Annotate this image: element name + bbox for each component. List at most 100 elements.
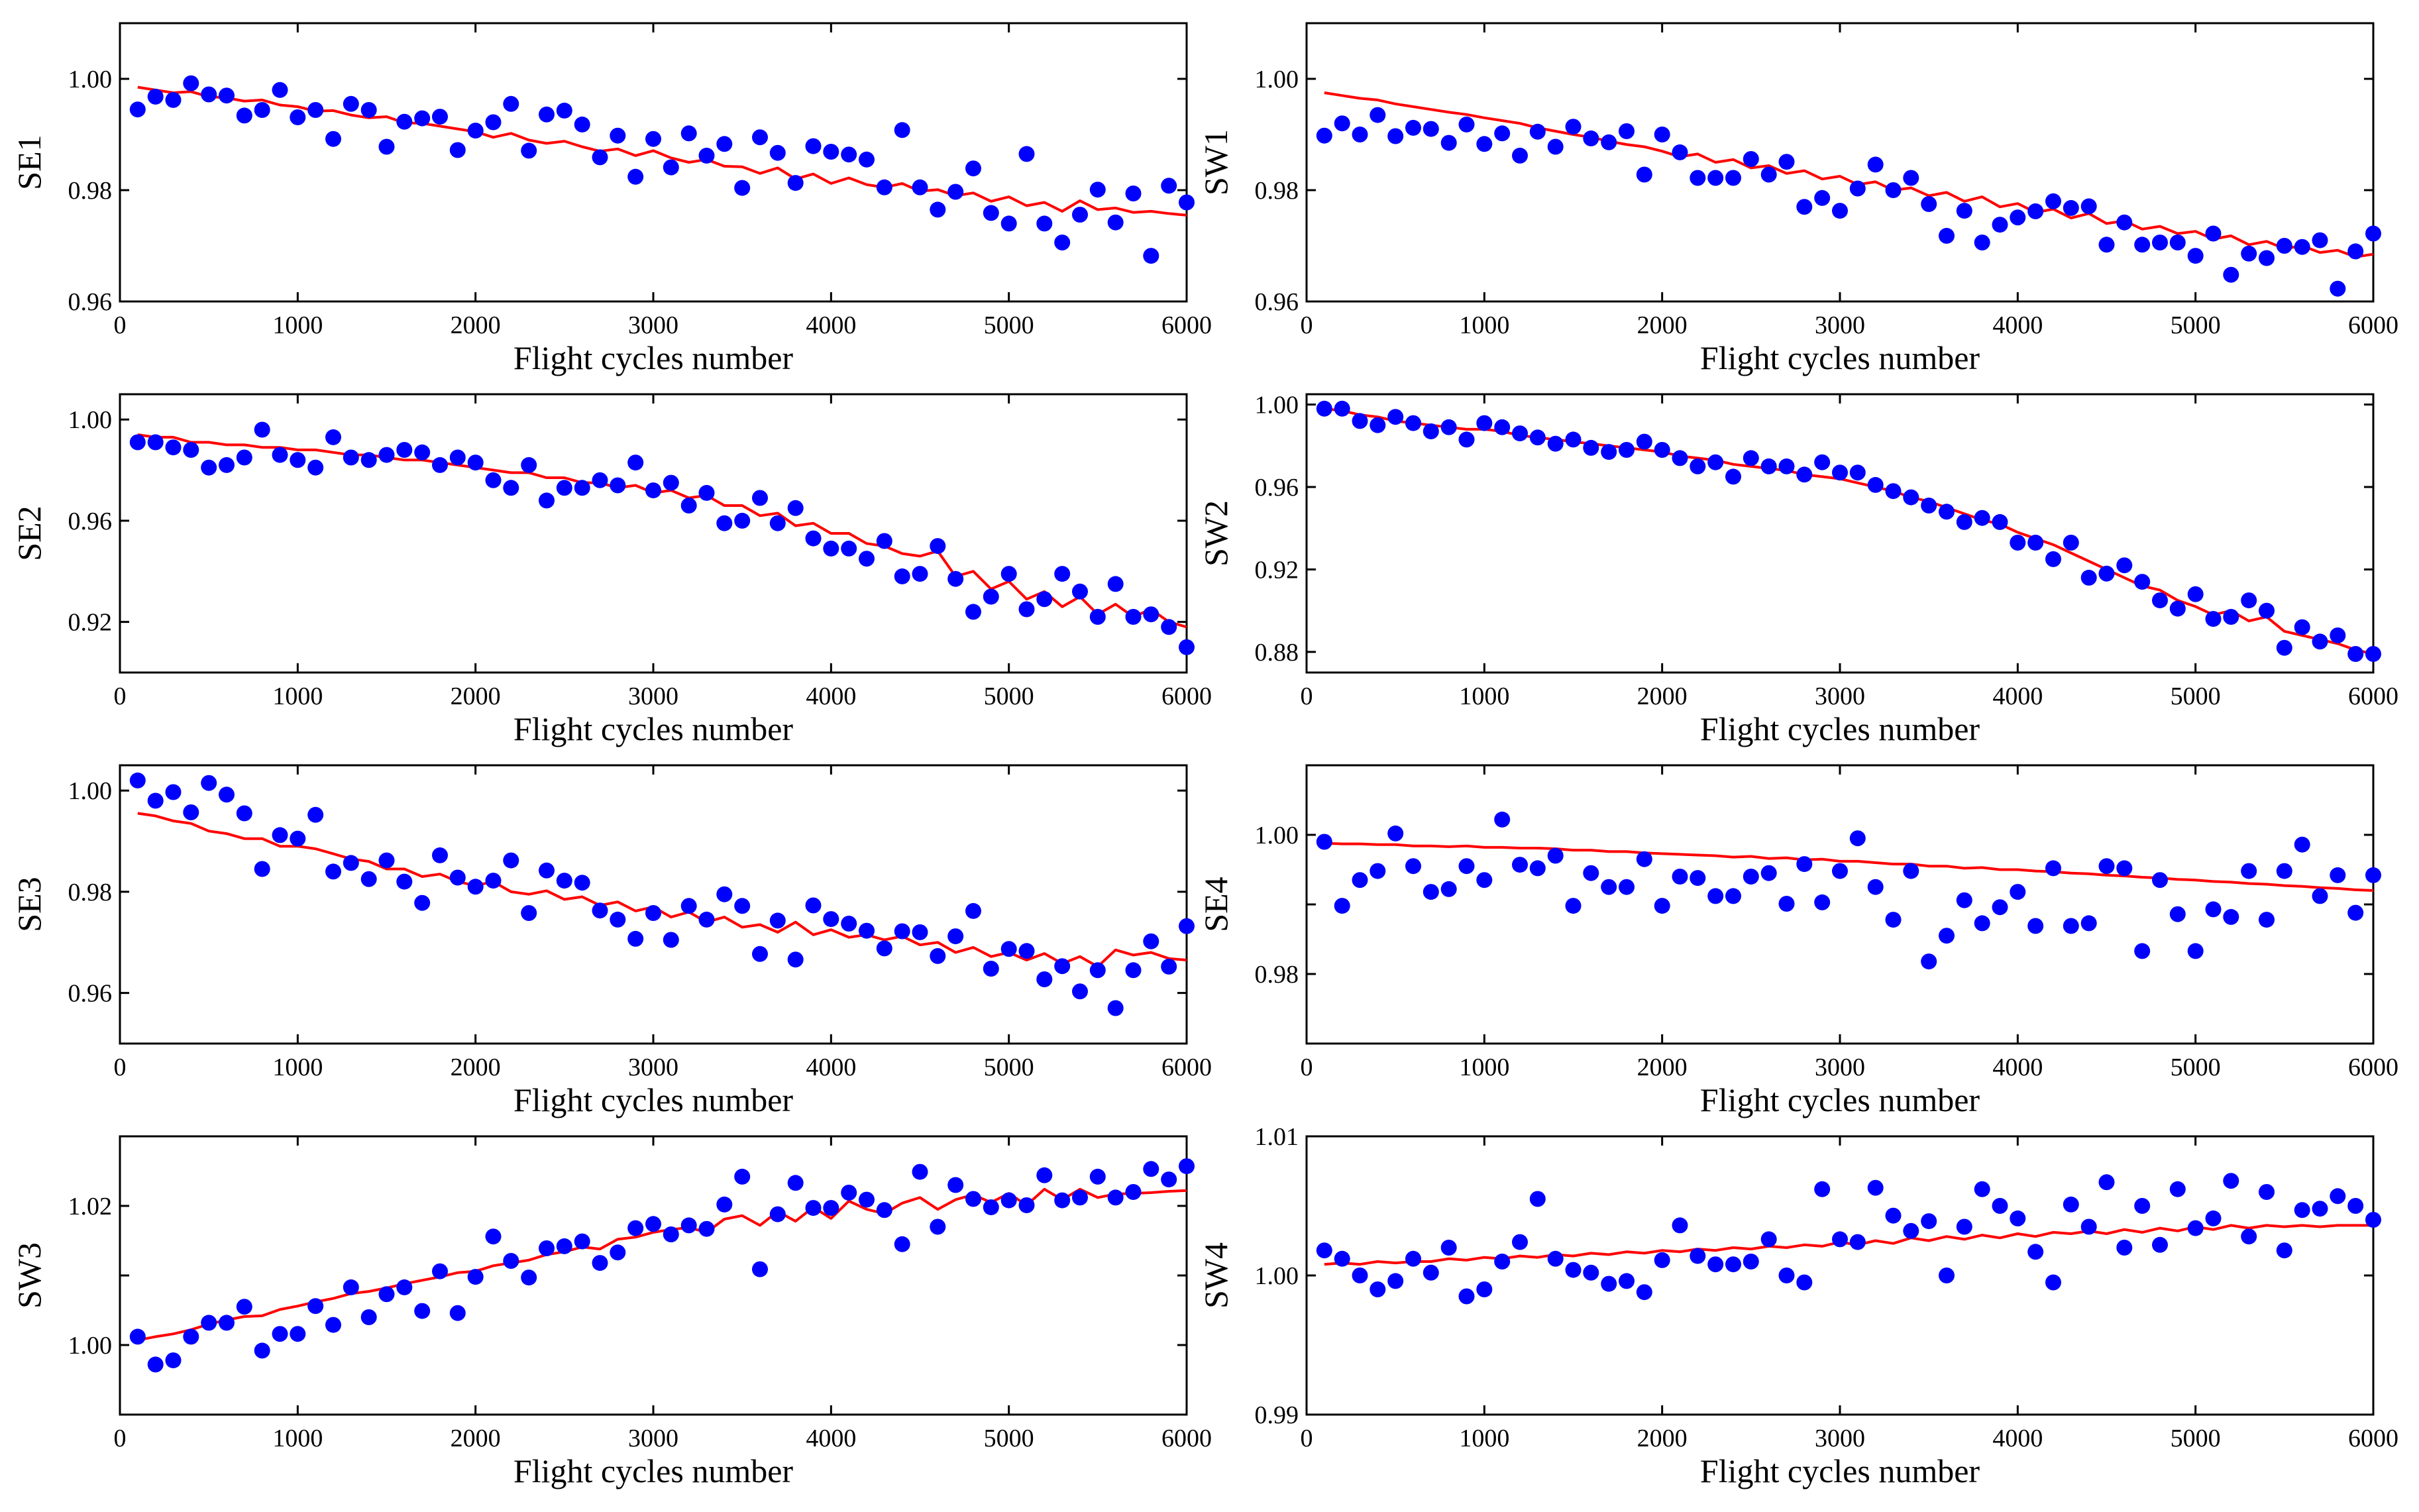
data-point (147, 1356, 164, 1373)
data-point (2134, 1198, 2151, 1214)
data-point (947, 570, 964, 587)
data-point (1547, 435, 1564, 452)
data-point (1494, 125, 1511, 142)
data-point (2169, 600, 2186, 617)
y-tick-label: 0.99 (1255, 1401, 1299, 1429)
data-point (663, 932, 679, 948)
data-point (752, 129, 768, 146)
data-point (254, 1342, 270, 1359)
data-point (1992, 217, 2008, 233)
y-tick-label: 0.96 (1255, 474, 1299, 502)
x-tick-label: 6000 (2348, 311, 2398, 339)
data-point (1849, 180, 1866, 197)
data-point (254, 102, 270, 118)
data-point (983, 961, 999, 977)
data-point (2347, 904, 2364, 921)
data-point (787, 1175, 804, 1191)
data-point (1743, 869, 1759, 885)
x-tick-label: 4000 (1992, 311, 2043, 339)
data-point (1316, 400, 1332, 417)
data-point (1423, 884, 1439, 900)
data-point (716, 1196, 733, 1213)
data-point (1672, 1217, 1688, 1234)
x-tick-label: 2000 (451, 311, 501, 339)
x-tick-label: 3000 (628, 311, 678, 339)
data-point (1125, 186, 1142, 201)
data-point (1636, 1284, 1652, 1301)
data-point (1672, 144, 1688, 160)
data-point (698, 1220, 715, 1237)
data-point (610, 127, 626, 144)
data-point (1619, 879, 1635, 895)
data-point (2312, 232, 2328, 248)
data-point (1000, 1192, 1017, 1209)
data-point (1636, 166, 1652, 183)
data-point (1387, 1273, 1404, 1289)
x-tick-label: 6000 (2348, 1053, 2398, 1081)
data-point (165, 784, 182, 800)
x-tick-label: 4000 (806, 1425, 856, 1452)
data-point (2152, 592, 2168, 609)
data-point (1476, 1281, 1493, 1297)
data-point (1956, 513, 1972, 530)
data-point (1814, 1181, 1831, 1197)
data-point (360, 452, 377, 468)
data-point (1796, 856, 1813, 873)
data-point (2276, 238, 2292, 254)
data-point (965, 902, 981, 919)
data-point (1125, 609, 1142, 625)
data-point (1814, 454, 1831, 470)
data-point (129, 434, 146, 451)
y-tick-label: 1.01 (1255, 1123, 1299, 1151)
data-point (859, 922, 875, 939)
x-tick-label: 6000 (1161, 1053, 1212, 1081)
data-point (1832, 464, 1848, 481)
data-point (841, 540, 857, 557)
data-point (1921, 498, 1937, 513)
data-point (1743, 151, 1759, 167)
data-point (2205, 225, 2222, 242)
data-point (1849, 830, 1866, 847)
data-point (2241, 592, 2257, 609)
y-tick-label: 0.92 (1255, 556, 1299, 584)
data-point (2010, 535, 2026, 551)
data-point (2080, 569, 2097, 586)
data-point (1690, 1248, 1706, 1264)
data-point (876, 533, 892, 549)
data-point (183, 1328, 199, 1345)
data-point (2330, 627, 2346, 643)
data-point (1316, 834, 1332, 850)
data-point (1054, 1192, 1071, 1209)
data-point (1107, 214, 1124, 231)
data-point (1939, 928, 1955, 944)
data-point (876, 1202, 892, 1218)
data-point (1939, 227, 1955, 244)
data-point (1654, 442, 1670, 458)
data-point (467, 879, 484, 895)
data-point (1107, 576, 1124, 592)
data-point (876, 179, 892, 195)
x-tick-label: 3000 (1815, 311, 1865, 339)
data-point (2294, 1202, 2310, 1218)
data-point (1054, 958, 1071, 975)
x-axis-label: Flight cycles number (1700, 710, 1980, 747)
x-axis-label: Flight cycles number (1700, 339, 1980, 376)
data-point (503, 95, 519, 112)
x-axis-label: Flight cycles number (513, 1452, 793, 1489)
x-tick-label: 1000 (1459, 311, 1509, 339)
data-point (894, 568, 910, 584)
data-point (1143, 606, 1159, 623)
data-point (1316, 1242, 1332, 1259)
data-point (627, 168, 644, 185)
data-point (1832, 203, 1848, 219)
data-point (1036, 1167, 1053, 1183)
x-tick-label: 0 (114, 1425, 127, 1452)
data-point (823, 144, 839, 160)
data-point (378, 852, 395, 869)
data-point (1440, 881, 1457, 897)
data-point (183, 75, 199, 91)
data-point (1565, 898, 1582, 914)
data-point (147, 434, 164, 451)
data-point (1370, 1281, 1386, 1297)
data-point (894, 923, 910, 940)
